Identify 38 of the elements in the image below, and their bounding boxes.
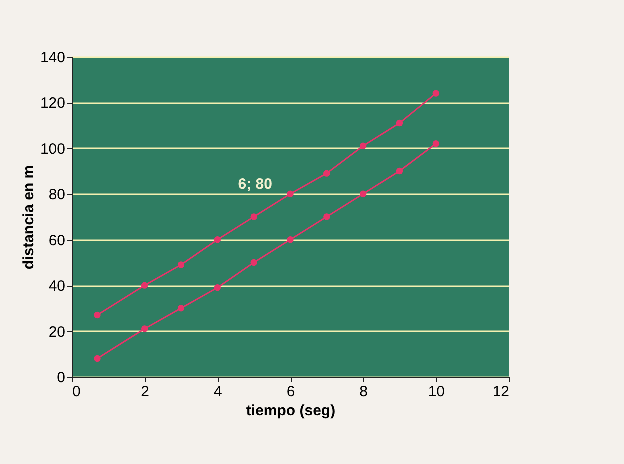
annotation: 6; 80 <box>238 176 272 194</box>
y-tick-label: 100 <box>40 140 66 158</box>
y-tick-label: 140 <box>40 50 66 66</box>
point <box>94 355 101 362</box>
point <box>432 140 440 148</box>
y-axis-title: distancia en m <box>20 165 38 270</box>
x-tick-label: 10 <box>428 384 446 400</box>
y-tick-label: 80 <box>48 186 66 204</box>
x-tick-label: 4 <box>214 384 222 400</box>
y-tick-label: 20 <box>48 324 66 341</box>
y-tick-label: 60 <box>48 232 66 250</box>
point <box>178 262 185 268</box>
x-tick-label: 2 <box>141 384 150 400</box>
point <box>287 190 294 198</box>
point <box>94 312 101 319</box>
x-tick-label: 0 <box>72 384 81 400</box>
y-tick-label: 120 <box>40 95 66 112</box>
point <box>360 190 367 198</box>
x-tick-label: 12 <box>492 384 510 400</box>
x-tick-label: 6 <box>286 384 296 400</box>
y-tick-label: 40 <box>48 278 66 296</box>
point <box>141 326 148 332</box>
point <box>141 282 148 289</box>
x-axis-title: tiempo (seg) <box>246 402 336 420</box>
point <box>360 142 367 150</box>
point <box>250 259 258 266</box>
x-tick-label: 8 <box>360 384 368 400</box>
point <box>287 236 294 244</box>
point <box>178 305 185 312</box>
point <box>324 214 330 220</box>
point <box>432 90 440 97</box>
point <box>214 236 222 244</box>
point <box>250 214 258 220</box>
y-tick-label: 0 <box>57 370 66 386</box>
point <box>324 170 330 177</box>
point <box>214 284 222 292</box>
point <box>396 120 404 127</box>
point <box>396 168 404 175</box>
